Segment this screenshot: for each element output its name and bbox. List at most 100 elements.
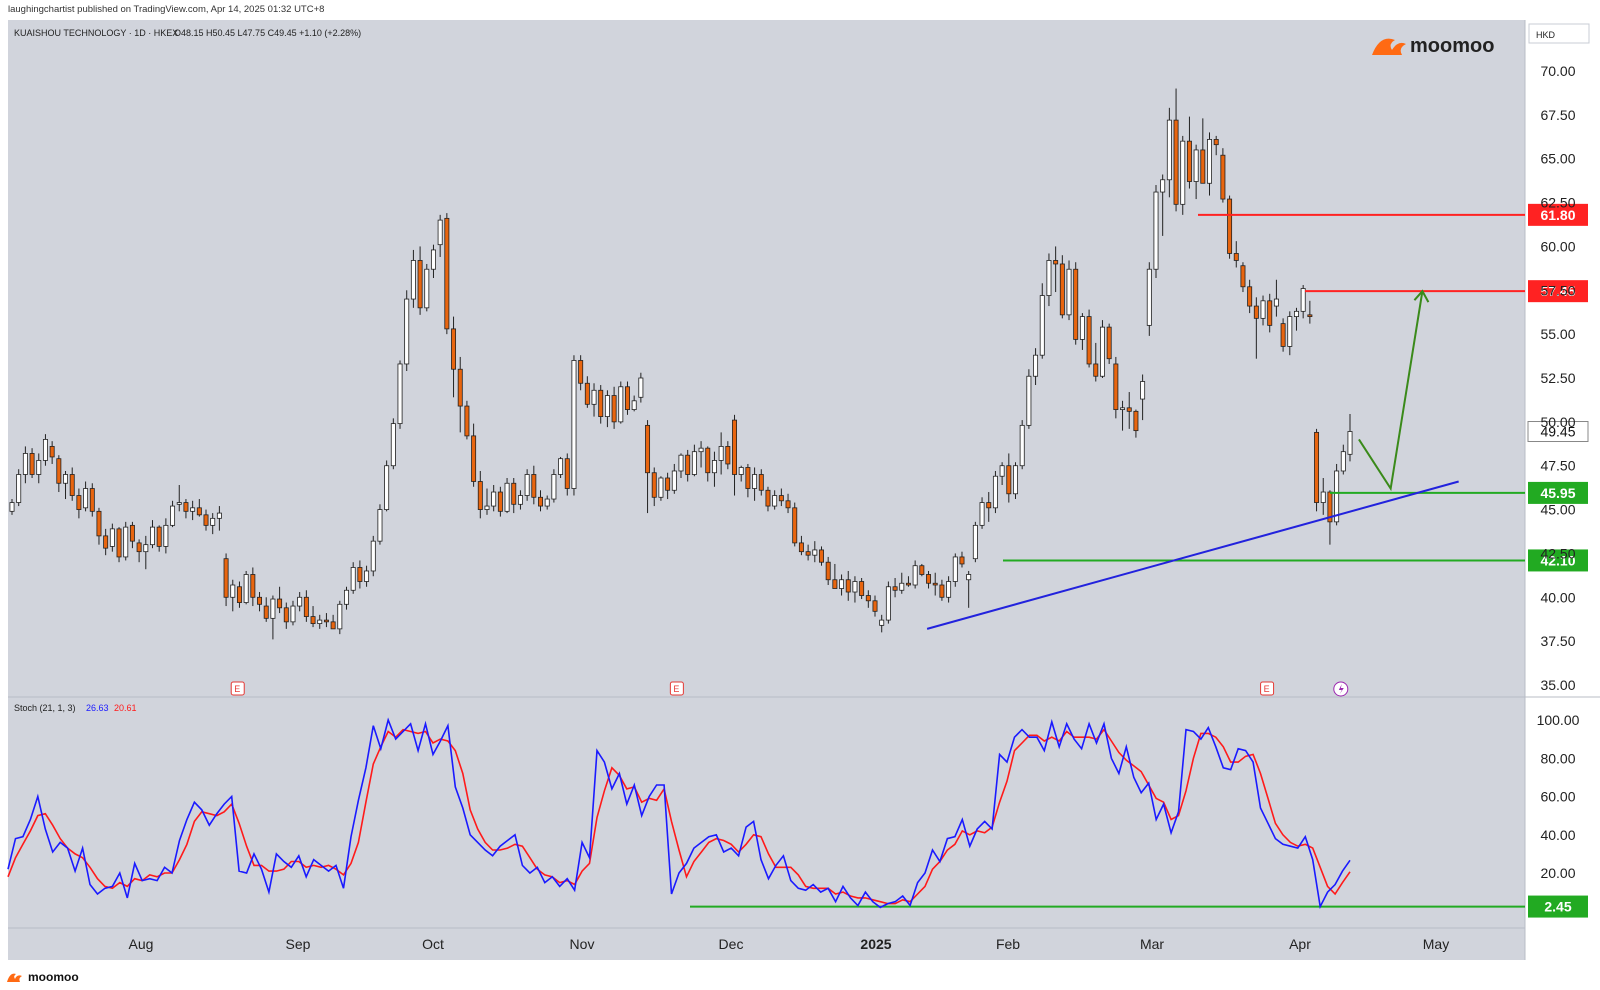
candle-body xyxy=(277,598,283,609)
earnings-marker-label: E xyxy=(673,684,679,694)
candle-body xyxy=(524,474,530,496)
candle-body xyxy=(1227,198,1233,254)
candle-body xyxy=(1039,295,1045,356)
candle-body xyxy=(912,565,918,586)
candle-body xyxy=(551,474,557,500)
candle-body xyxy=(772,495,778,507)
candle-body xyxy=(323,619,329,623)
candle-body xyxy=(558,458,564,475)
candle-body xyxy=(992,475,998,509)
candle-body xyxy=(330,621,336,630)
stoch-d-value: 20.61 xyxy=(114,703,137,713)
candle-body xyxy=(89,488,95,512)
brand-logo: moomoo xyxy=(1372,35,1494,57)
price-tick-label: 45.00 xyxy=(1540,502,1575,518)
stoch-title: Stoch (21, 1, 3) xyxy=(14,703,76,713)
time-tick-label: Dec xyxy=(719,936,744,952)
candle-body xyxy=(170,505,176,526)
candle-body xyxy=(196,507,202,516)
candle-body xyxy=(290,605,296,623)
candle-body xyxy=(1146,268,1152,326)
candle-body xyxy=(263,605,269,619)
brand-flame-icon xyxy=(1372,38,1406,55)
candle-body xyxy=(658,477,664,498)
candle-body xyxy=(758,474,764,491)
price-tick-label: 42.50 xyxy=(1540,545,1575,561)
candle-body xyxy=(718,446,724,461)
lightning-icon xyxy=(1338,684,1344,694)
price-tick-label: 50.00 xyxy=(1540,414,1575,430)
candle-body xyxy=(243,574,249,603)
candle-body xyxy=(1073,268,1079,340)
candle-body xyxy=(511,482,517,505)
candle-body xyxy=(966,574,972,581)
level-label: 61.80 xyxy=(1540,207,1575,223)
candle-body xyxy=(236,586,242,603)
candle-body xyxy=(1220,154,1226,200)
level-label-box xyxy=(1528,549,1588,572)
candle-body xyxy=(892,586,898,591)
candle-body xyxy=(959,556,965,565)
candle-body xyxy=(484,505,490,510)
candle-body xyxy=(999,465,1005,477)
candle-body xyxy=(665,477,671,491)
candle-body xyxy=(631,400,637,410)
candle-body xyxy=(1267,300,1273,326)
candle-body xyxy=(738,467,744,475)
candle-body xyxy=(9,502,15,512)
projection-path xyxy=(1358,291,1424,492)
time-tick-label: Feb xyxy=(996,936,1020,952)
candle-body xyxy=(190,507,196,512)
currency-box[interactable] xyxy=(1528,23,1590,44)
price-tick-label: 62.50 xyxy=(1540,195,1575,211)
time-tick-label: Apr xyxy=(1289,936,1311,952)
candle-body xyxy=(571,360,577,489)
candle-body xyxy=(390,423,396,467)
candle-body xyxy=(564,458,570,489)
price-tick-label: 67.50 xyxy=(1540,107,1575,123)
footer-logo: moomoo xyxy=(6,968,79,986)
level-label-box xyxy=(1528,280,1588,303)
candle-body xyxy=(76,495,82,510)
candle-body xyxy=(1046,260,1052,296)
candle-body xyxy=(671,470,677,491)
candle-body xyxy=(645,424,651,474)
candle-body xyxy=(698,447,704,453)
candle-body xyxy=(230,584,236,598)
candle-body xyxy=(69,474,75,496)
price-tick-label: 70.00 xyxy=(1540,63,1575,79)
candle-body xyxy=(109,528,115,547)
candle-body xyxy=(283,607,289,623)
candle-body xyxy=(303,596,309,617)
candle-body xyxy=(451,328,457,370)
candle-body xyxy=(986,502,992,509)
stoch-tick-label: 20.00 xyxy=(1540,865,1575,881)
candle-body xyxy=(397,363,403,425)
candle-body xyxy=(1053,260,1059,265)
candle-body xyxy=(517,495,523,505)
candle-body xyxy=(591,389,597,405)
candle-body xyxy=(83,488,89,509)
candle-body xyxy=(364,570,370,582)
current-price-label: 49.45 xyxy=(1540,424,1575,440)
candle-body xyxy=(832,579,838,589)
candle-body xyxy=(203,514,209,526)
candle-body xyxy=(1019,424,1025,467)
candle-body xyxy=(1340,451,1346,472)
candle-body xyxy=(477,481,483,510)
candle-body xyxy=(404,298,410,365)
candle-body xyxy=(1200,149,1206,184)
candle-body xyxy=(765,489,771,507)
candle-body xyxy=(1186,140,1192,182)
candle-body xyxy=(1240,265,1246,288)
price-tick-label: 52.50 xyxy=(1540,370,1575,386)
candle-body xyxy=(732,419,737,475)
publisher-caption: laughingchartist published on TradingVie… xyxy=(8,4,325,15)
candle-body xyxy=(437,219,443,246)
candle-body xyxy=(444,217,450,330)
time-tick-label: 2025 xyxy=(860,936,891,952)
candle-body xyxy=(350,567,356,591)
symbol-title: KUAISHOU TECHNOLOGY · 1D · HKEX xyxy=(14,28,178,38)
stoch-tick-label: 80.00 xyxy=(1540,750,1575,766)
